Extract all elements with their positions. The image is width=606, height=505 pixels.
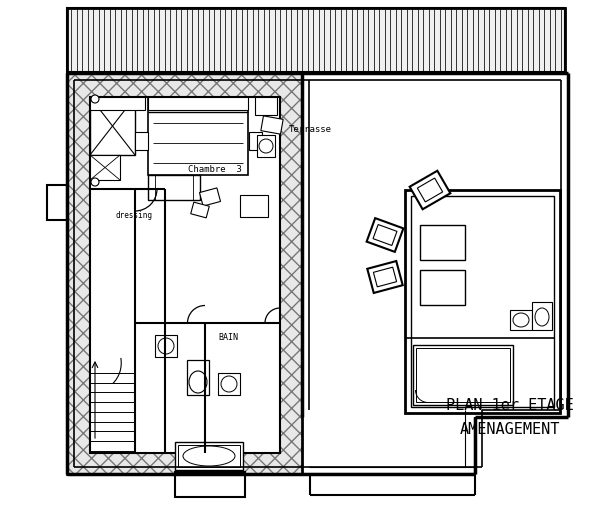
Bar bbox=[67, 8, 565, 72]
Ellipse shape bbox=[189, 371, 207, 393]
Polygon shape bbox=[367, 261, 403, 293]
Bar bbox=[148, 175, 200, 200]
Bar bbox=[510, 310, 532, 330]
Text: PLAN 1er ETAGE: PLAN 1er ETAGE bbox=[446, 397, 574, 413]
Bar bbox=[532, 302, 552, 330]
Bar bbox=[90, 155, 120, 180]
Bar bbox=[175, 472, 245, 497]
Text: Terrasse: Terrasse bbox=[288, 126, 331, 134]
Bar bbox=[178, 445, 240, 467]
Text: dressing: dressing bbox=[115, 211, 152, 220]
Bar bbox=[47, 185, 67, 220]
Bar bbox=[148, 97, 248, 175]
Bar bbox=[411, 196, 554, 407]
Bar bbox=[151, 100, 191, 110]
Ellipse shape bbox=[91, 178, 99, 186]
Bar bbox=[255, 97, 277, 115]
Text: BAIN: BAIN bbox=[218, 332, 238, 341]
Bar bbox=[67, 73, 302, 474]
Polygon shape bbox=[410, 171, 450, 209]
Bar bbox=[240, 195, 268, 217]
Bar bbox=[416, 348, 510, 402]
Bar bbox=[218, 373, 240, 395]
Ellipse shape bbox=[259, 139, 273, 153]
Bar bbox=[90, 97, 135, 155]
Bar bbox=[67, 8, 565, 72]
Polygon shape bbox=[373, 267, 396, 287]
Bar bbox=[413, 345, 513, 405]
Bar bbox=[420, 270, 465, 305]
Bar bbox=[67, 73, 302, 474]
Bar bbox=[90, 97, 145, 110]
Ellipse shape bbox=[158, 338, 174, 354]
Polygon shape bbox=[191, 202, 209, 218]
Bar bbox=[420, 225, 465, 260]
Polygon shape bbox=[367, 218, 404, 252]
Polygon shape bbox=[261, 116, 283, 134]
Bar bbox=[148, 97, 248, 110]
Bar bbox=[249, 132, 262, 150]
Ellipse shape bbox=[183, 446, 235, 466]
Polygon shape bbox=[418, 178, 442, 202]
Ellipse shape bbox=[535, 308, 549, 326]
Bar bbox=[90, 97, 280, 453]
Bar bbox=[198, 100, 238, 110]
Ellipse shape bbox=[513, 313, 529, 327]
Bar bbox=[405, 190, 560, 413]
Bar bbox=[187, 360, 209, 395]
Ellipse shape bbox=[91, 95, 99, 103]
Bar bbox=[257, 135, 275, 157]
Bar bbox=[135, 132, 148, 150]
Ellipse shape bbox=[221, 376, 237, 392]
Polygon shape bbox=[199, 188, 221, 206]
Text: AMENAGEMENT: AMENAGEMENT bbox=[460, 423, 560, 437]
Text: Chambre  3: Chambre 3 bbox=[188, 166, 242, 175]
Bar bbox=[90, 97, 280, 453]
Bar bbox=[175, 442, 243, 470]
Bar bbox=[155, 335, 177, 357]
Polygon shape bbox=[373, 225, 397, 245]
